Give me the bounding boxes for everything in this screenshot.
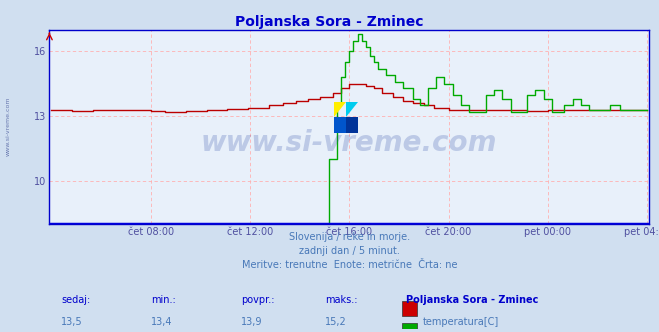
Bar bbox=[402, 323, 417, 332]
Text: sedaj:: sedaj: bbox=[61, 295, 91, 305]
Text: 13,9: 13,9 bbox=[241, 317, 263, 327]
Text: Poljanska Sora - Zminec: Poljanska Sora - Zminec bbox=[235, 15, 424, 29]
Text: Poljanska Sora - Zminec: Poljanska Sora - Zminec bbox=[406, 295, 538, 305]
Text: temperatura[C]: temperatura[C] bbox=[422, 317, 499, 327]
Text: povpr.:: povpr.: bbox=[241, 295, 275, 305]
Text: Slovenija / reke in morje.
zadnji dan / 5 minut.
Meritve: trenutne  Enote: metri: Slovenija / reke in morje. zadnji dan / … bbox=[241, 231, 457, 270]
Text: www.si-vreme.com: www.si-vreme.com bbox=[201, 128, 498, 157]
Text: min.:: min.: bbox=[152, 295, 176, 305]
Text: 13,5: 13,5 bbox=[61, 317, 83, 327]
Text: maks.:: maks.: bbox=[326, 295, 358, 305]
Text: 15,2: 15,2 bbox=[326, 317, 347, 327]
Text: 13,4: 13,4 bbox=[152, 317, 173, 327]
Bar bbox=[402, 301, 417, 316]
Text: www.si-vreme.com: www.si-vreme.com bbox=[5, 96, 11, 156]
